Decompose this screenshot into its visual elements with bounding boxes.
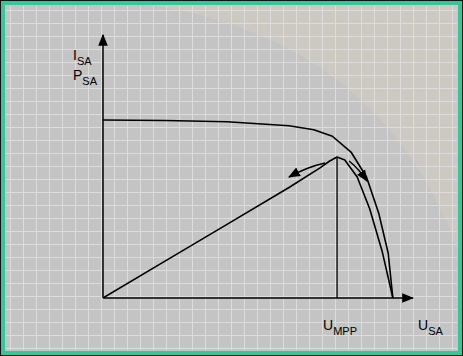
texture-line: [6, 36, 457, 37]
label-sub: SA: [77, 55, 92, 67]
mpp-line: [336, 157, 337, 298]
texture-line: [6, 296, 457, 297]
texture-line: [6, 322, 457, 323]
label-sub: SA: [428, 325, 443, 337]
texture-line: [6, 348, 457, 349]
texture-line: [6, 166, 457, 167]
texture-line: [49, 6, 50, 350]
texture-line: [6, 335, 457, 336]
backdrop: [0, 0, 463, 356]
chart: ISAPSAUSAUMPP: [0, 0, 463, 356]
label-sub: SA: [82, 75, 97, 87]
texture-line: [6, 101, 457, 102]
texture-line: [62, 6, 63, 350]
x-axis: [103, 297, 413, 299]
texture-line: [6, 88, 457, 89]
texture-line: [6, 179, 457, 180]
texture-line: [6, 23, 457, 24]
texture-line: [6, 192, 457, 193]
texture-line: [101, 6, 102, 350]
label: UMPP: [323, 317, 357, 337]
label-main: U: [418, 317, 428, 333]
texture-line: [6, 205, 457, 206]
series-line: [103, 120, 393, 298]
texture-line: [452, 6, 453, 350]
label-main: U: [323, 317, 333, 333]
direction-arrow: [289, 163, 325, 177]
background-texture: [6, 6, 457, 350]
panel: [3, 3, 460, 353]
texture-line: [426, 6, 427, 350]
texture-line: [36, 6, 37, 350]
texture-line: [6, 153, 457, 154]
direction-arrow: [349, 161, 367, 181]
series-line: [103, 157, 393, 298]
texture-line: [10, 6, 11, 350]
texture-line: [6, 218, 457, 219]
texture-line: [6, 140, 457, 141]
texture-line: [23, 6, 24, 350]
label: ISA: [73, 47, 92, 67]
texture-line: [6, 127, 457, 128]
label-main: P: [73, 67, 82, 83]
label: PSA: [73, 67, 98, 87]
texture-line: [6, 10, 457, 11]
texture-line: [6, 244, 457, 245]
label-sub: MPP: [333, 325, 357, 337]
texture-line: [6, 309, 457, 310]
texture-line: [6, 114, 457, 115]
texture-line: [439, 6, 440, 350]
y-axis: [102, 35, 104, 298]
texture-line: [6, 231, 457, 232]
plot-area: [103, 120, 393, 298]
texture-line: [413, 6, 414, 350]
label: USA: [418, 317, 443, 337]
